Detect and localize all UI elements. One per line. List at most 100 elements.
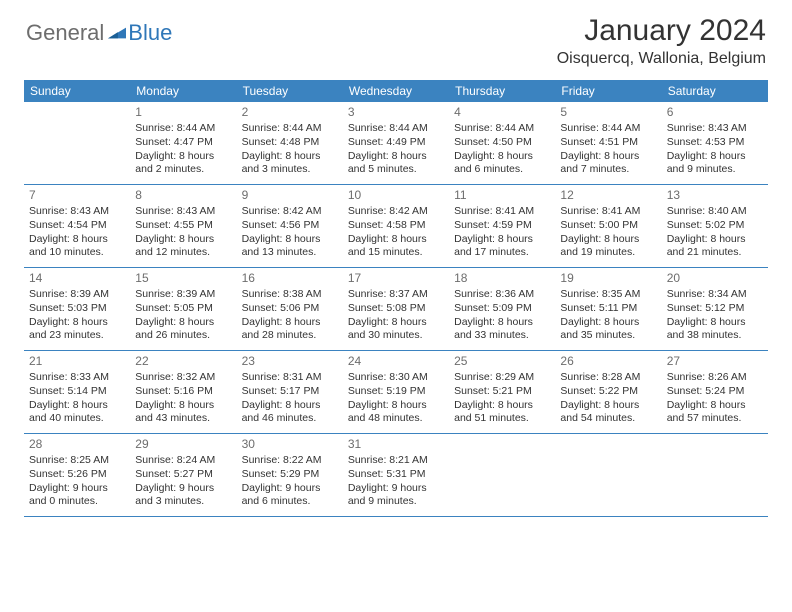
- sunset-text: Sunset: 5:05 PM: [135, 302, 231, 316]
- daylight-text: Daylight: 8 hours and 35 minutes.: [560, 316, 656, 344]
- day-number: 21: [29, 354, 125, 370]
- sunset-text: Sunset: 5:06 PM: [242, 302, 338, 316]
- sunrise-text: Sunrise: 8:42 AM: [348, 205, 444, 219]
- sunset-text: Sunset: 5:12 PM: [667, 302, 763, 316]
- day-cell: 30Sunrise: 8:22 AMSunset: 5:29 PMDayligh…: [237, 434, 343, 516]
- day-header: Saturday: [662, 80, 768, 102]
- sunset-text: Sunset: 5:14 PM: [29, 385, 125, 399]
- brand-logo: General Blue: [26, 14, 172, 46]
- sunrise-text: Sunrise: 8:26 AM: [667, 371, 763, 385]
- sunset-text: Sunset: 4:58 PM: [348, 219, 444, 233]
- day-cell: 14Sunrise: 8:39 AMSunset: 5:03 PMDayligh…: [24, 268, 130, 350]
- sunset-text: Sunset: 4:59 PM: [454, 219, 550, 233]
- day-cell: 6Sunrise: 8:43 AMSunset: 4:53 PMDaylight…: [662, 102, 768, 184]
- daylight-text: Daylight: 9 hours and 0 minutes.: [29, 482, 125, 510]
- daylight-text: Daylight: 8 hours and 9 minutes.: [667, 150, 763, 178]
- sunset-text: Sunset: 5:22 PM: [560, 385, 656, 399]
- sunset-text: Sunset: 4:56 PM: [242, 219, 338, 233]
- daylight-text: Daylight: 8 hours and 40 minutes.: [29, 399, 125, 427]
- week-row: 28Sunrise: 8:25 AMSunset: 5:26 PMDayligh…: [24, 434, 768, 517]
- daylight-text: Daylight: 8 hours and 21 minutes.: [667, 233, 763, 261]
- week-row: 14Sunrise: 8:39 AMSunset: 5:03 PMDayligh…: [24, 268, 768, 351]
- sunset-text: Sunset: 4:54 PM: [29, 219, 125, 233]
- sunset-text: Sunset: 5:09 PM: [454, 302, 550, 316]
- day-cell: [662, 434, 768, 516]
- sunset-text: Sunset: 4:47 PM: [135, 136, 231, 150]
- day-header: Monday: [130, 80, 236, 102]
- day-number: 17: [348, 271, 444, 287]
- day-number: 2: [242, 105, 338, 121]
- day-cell: 7Sunrise: 8:43 AMSunset: 4:54 PMDaylight…: [24, 185, 130, 267]
- sunrise-text: Sunrise: 8:41 AM: [454, 205, 550, 219]
- day-number: 27: [667, 354, 763, 370]
- weeks-container: 1Sunrise: 8:44 AMSunset: 4:47 PMDaylight…: [24, 102, 768, 517]
- day-number: 28: [29, 437, 125, 453]
- day-cell: 1Sunrise: 8:44 AMSunset: 4:47 PMDaylight…: [130, 102, 236, 184]
- sunrise-text: Sunrise: 8:32 AM: [135, 371, 231, 385]
- daylight-text: Daylight: 8 hours and 5 minutes.: [348, 150, 444, 178]
- sunset-text: Sunset: 5:03 PM: [29, 302, 125, 316]
- sunset-text: Sunset: 5:21 PM: [454, 385, 550, 399]
- day-number: 7: [29, 188, 125, 204]
- sunrise-text: Sunrise: 8:21 AM: [348, 454, 444, 468]
- sunrise-text: Sunrise: 8:33 AM: [29, 371, 125, 385]
- sunrise-text: Sunrise: 8:36 AM: [454, 288, 550, 302]
- day-cell: 21Sunrise: 8:33 AMSunset: 5:14 PMDayligh…: [24, 351, 130, 433]
- day-cell: 11Sunrise: 8:41 AMSunset: 4:59 PMDayligh…: [449, 185, 555, 267]
- daylight-text: Daylight: 8 hours and 30 minutes.: [348, 316, 444, 344]
- sunrise-text: Sunrise: 8:22 AM: [242, 454, 338, 468]
- sunset-text: Sunset: 5:26 PM: [29, 468, 125, 482]
- day-cell: 19Sunrise: 8:35 AMSunset: 5:11 PMDayligh…: [555, 268, 661, 350]
- sunset-text: Sunset: 4:49 PM: [348, 136, 444, 150]
- day-number: 24: [348, 354, 444, 370]
- day-cell: 20Sunrise: 8:34 AMSunset: 5:12 PMDayligh…: [662, 268, 768, 350]
- sunrise-text: Sunrise: 8:29 AM: [454, 371, 550, 385]
- day-cell: 23Sunrise: 8:31 AMSunset: 5:17 PMDayligh…: [237, 351, 343, 433]
- title-block: January 2024 Oisquercq, Wallonia, Belgiu…: [557, 14, 766, 68]
- sunrise-text: Sunrise: 8:44 AM: [454, 122, 550, 136]
- day-number: 3: [348, 105, 444, 121]
- day-cell: 12Sunrise: 8:41 AMSunset: 5:00 PMDayligh…: [555, 185, 661, 267]
- daylight-text: Daylight: 8 hours and 19 minutes.: [560, 233, 656, 261]
- week-row: 21Sunrise: 8:33 AMSunset: 5:14 PMDayligh…: [24, 351, 768, 434]
- day-number: 4: [454, 105, 550, 121]
- daylight-text: Daylight: 8 hours and 6 minutes.: [454, 150, 550, 178]
- day-number: 25: [454, 354, 550, 370]
- day-cell: 16Sunrise: 8:38 AMSunset: 5:06 PMDayligh…: [237, 268, 343, 350]
- sunset-text: Sunset: 5:16 PM: [135, 385, 231, 399]
- week-row: 1Sunrise: 8:44 AMSunset: 4:47 PMDaylight…: [24, 102, 768, 185]
- sunrise-text: Sunrise: 8:43 AM: [667, 122, 763, 136]
- daylight-text: Daylight: 9 hours and 6 minutes.: [242, 482, 338, 510]
- day-cell: 18Sunrise: 8:36 AMSunset: 5:09 PMDayligh…: [449, 268, 555, 350]
- sunset-text: Sunset: 4:50 PM: [454, 136, 550, 150]
- day-number: 15: [135, 271, 231, 287]
- day-number: 12: [560, 188, 656, 204]
- day-cell: 15Sunrise: 8:39 AMSunset: 5:05 PMDayligh…: [130, 268, 236, 350]
- sunrise-text: Sunrise: 8:31 AM: [242, 371, 338, 385]
- calendar-grid: Sunday Monday Tuesday Wednesday Thursday…: [24, 80, 768, 517]
- day-header-row: Sunday Monday Tuesday Wednesday Thursday…: [24, 80, 768, 102]
- day-number: 9: [242, 188, 338, 204]
- sunrise-text: Sunrise: 8:35 AM: [560, 288, 656, 302]
- daylight-text: Daylight: 8 hours and 15 minutes.: [348, 233, 444, 261]
- page-header: General Blue January 2024 Oisquercq, Wal…: [0, 0, 792, 74]
- daylight-text: Daylight: 8 hours and 43 minutes.: [135, 399, 231, 427]
- day-number: 14: [29, 271, 125, 287]
- week-row: 7Sunrise: 8:43 AMSunset: 4:54 PMDaylight…: [24, 185, 768, 268]
- daylight-text: Daylight: 8 hours and 57 minutes.: [667, 399, 763, 427]
- day-number: 29: [135, 437, 231, 453]
- sunrise-text: Sunrise: 8:44 AM: [135, 122, 231, 136]
- sunrise-text: Sunrise: 8:44 AM: [560, 122, 656, 136]
- day-number: 1: [135, 105, 231, 121]
- sunrise-text: Sunrise: 8:25 AM: [29, 454, 125, 468]
- sunset-text: Sunset: 4:48 PM: [242, 136, 338, 150]
- daylight-text: Daylight: 8 hours and 51 minutes.: [454, 399, 550, 427]
- day-cell: 25Sunrise: 8:29 AMSunset: 5:21 PMDayligh…: [449, 351, 555, 433]
- day-cell: 27Sunrise: 8:26 AMSunset: 5:24 PMDayligh…: [662, 351, 768, 433]
- day-number: 30: [242, 437, 338, 453]
- day-cell: 17Sunrise: 8:37 AMSunset: 5:08 PMDayligh…: [343, 268, 449, 350]
- sunset-text: Sunset: 4:55 PM: [135, 219, 231, 233]
- daylight-text: Daylight: 8 hours and 26 minutes.: [135, 316, 231, 344]
- daylight-text: Daylight: 8 hours and 17 minutes.: [454, 233, 550, 261]
- sunset-text: Sunset: 4:51 PM: [560, 136, 656, 150]
